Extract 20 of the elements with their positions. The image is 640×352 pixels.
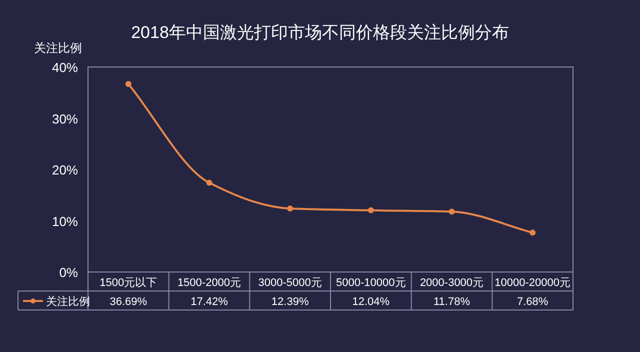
- y-tick-label: 10%: [52, 214, 78, 229]
- x-tick-label: 2000-3000元: [420, 277, 484, 289]
- x-tick-label: 10000-20000元: [494, 277, 571, 289]
- x-tick-label: 1500-2000元: [177, 277, 242, 289]
- data-label: 7.68%: [516, 296, 548, 308]
- x-tick-label: 5000-10000元: [336, 277, 406, 289]
- x-tick-label: 3000-5000元: [258, 277, 322, 289]
- data-label: 17.42%: [190, 296, 228, 308]
- data-label: 12.39%: [271, 296, 309, 308]
- legend-label: 关注比例: [46, 295, 90, 308]
- chart-title: 2018年中国激光打印市场不同价格段关注比例分布: [131, 23, 509, 42]
- data-label: 11.78%: [434, 296, 470, 308]
- y-tick-label: 20%: [52, 162, 78, 178]
- data-label: 12.04%: [352, 296, 390, 308]
- y-axis-title: 关注比例: [34, 41, 82, 55]
- data-label: 36.69%: [110, 296, 148, 308]
- y-tick-label: 30%: [52, 111, 78, 126]
- y-tick-label: 40%: [52, 60, 78, 75]
- x-tick-label: 1500元以下: [100, 276, 158, 289]
- y-tick-label: 0%: [59, 265, 78, 280]
